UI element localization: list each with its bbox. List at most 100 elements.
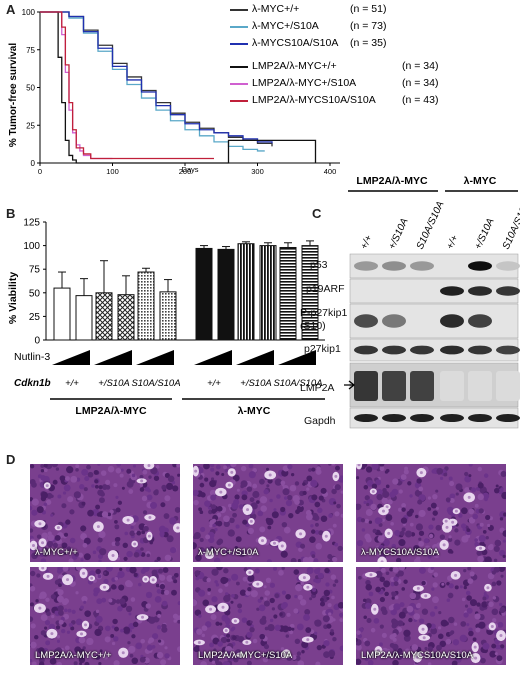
- survival-series-line: [40, 11, 214, 160]
- histology-tile-label: λ-MYCS10A/S10A: [361, 547, 440, 558]
- viability-bar: [259, 245, 277, 341]
- legend-swatch: [230, 9, 248, 11]
- histology-tile-label: λ-MYC+/+: [35, 547, 78, 558]
- blot-band: [496, 345, 520, 355]
- histology-tile: LMP2A/λ-MYC+/S10A: [193, 567, 343, 665]
- legend-count: (n = 34): [402, 60, 439, 72]
- survival-xlabel: Days: [181, 165, 198, 174]
- viability-bar: [217, 248, 235, 341]
- survival-series-line: [40, 11, 265, 152]
- legend-entry: λ-MYC+/+ (n = 51): [230, 2, 520, 17]
- blot-label-p19arf: p19ARF: [306, 283, 345, 295]
- survival-xtick: 300: [251, 167, 264, 175]
- survival-xtick: 0: [38, 167, 42, 175]
- genotype-label: S10A/S10A: [131, 378, 180, 389]
- blot-band: [468, 414, 492, 422]
- histology-tile: λ-MYC+/+: [30, 464, 180, 562]
- viability-bar: [53, 287, 71, 341]
- blot-label-s10: (S10): [300, 320, 326, 332]
- blot-strip: [349, 278, 519, 304]
- genotype-label: S10A/S10A: [273, 378, 322, 389]
- nutlin-dose-wedge: [236, 350, 274, 365]
- legend-entry: LMP2A/λ-MYC+/S10A (n = 34): [230, 76, 520, 91]
- viability-ytick: 75: [29, 265, 41, 276]
- legend-label: LMP2A/λ-MYC+/+: [252, 60, 337, 72]
- blot-band: [410, 345, 434, 355]
- legend-swatch: [230, 83, 248, 85]
- histology-image: [356, 567, 506, 665]
- viability-group-lambda-myc: λ-MYC: [238, 405, 271, 417]
- blot-band: [354, 371, 378, 401]
- legend-swatch: [230, 26, 248, 28]
- blot-band: [496, 371, 520, 401]
- blot-band: [354, 345, 378, 355]
- histology-tile: λ-MYCS10A/S10A: [356, 464, 506, 562]
- panel-letter-b: B: [6, 206, 16, 221]
- blot-lane-label: +/S10A: [473, 216, 497, 251]
- viability-ytick: 25: [29, 312, 41, 323]
- blot-label-p27: p27kip1: [304, 343, 341, 355]
- viability-chart: % Viability 0 25 50 75 100 125 Nutlin-3 Cdkn1…: [7, 218, 325, 417]
- survival-ytick: 0: [31, 159, 36, 168]
- viability-bar: [159, 291, 177, 341]
- legend-entry: λ-MYCS10A/S10A (n = 35): [230, 36, 520, 51]
- viability-ytick: 125: [23, 218, 40, 229]
- blot-band: [496, 414, 520, 422]
- histology-image: [30, 464, 180, 562]
- blot-band: [468, 314, 492, 328]
- viability-bar: [75, 295, 93, 341]
- histology-tile-label: LMP2A/λ-MYC+/S10A: [198, 650, 293, 661]
- viability-bar: [195, 247, 213, 341]
- blot-band: [440, 286, 464, 296]
- blot-lane-label: +/+: [359, 233, 375, 251]
- blot-label-p53: p53: [310, 259, 328, 271]
- survival-xtick: 400: [324, 167, 337, 175]
- nutlin-dose-wedge: [136, 350, 174, 365]
- histology-tile: λ-MYC+/S10A: [193, 464, 343, 562]
- blot-band: [440, 345, 464, 355]
- histology-image: [30, 567, 180, 665]
- blot-band: [468, 345, 492, 355]
- blot-group-lmp2a: LMP2A/λ-MYC: [356, 175, 428, 187]
- nutlin-dose-wedge: [52, 350, 90, 365]
- panel-letter-a: A: [6, 2, 16, 17]
- viability-group-lmp2a: LMP2A/λ-MYC: [75, 405, 147, 417]
- viability-ytick: 100: [23, 241, 40, 252]
- blot-band: [382, 314, 406, 328]
- viability-bar: [301, 245, 319, 341]
- blot-lane-label: S10A/S10A: [501, 199, 520, 251]
- blot-band: [468, 286, 492, 296]
- cdkn1b-label: Cdkn1b: [14, 378, 51, 389]
- survival-series-line: [40, 11, 113, 160]
- blot-label-phospho-p27: P-p27kip1: [300, 307, 348, 319]
- blot-band: [468, 371, 492, 401]
- survival-xtick: 200: [179, 167, 192, 175]
- histology-image: [193, 464, 343, 562]
- legend-count: (n = 51): [350, 3, 387, 15]
- blot-band: [410, 261, 434, 271]
- nutlin-dose-wedge: [194, 350, 232, 365]
- nutlin-dose-wedge: [94, 350, 132, 365]
- viability-bar: [137, 271, 155, 341]
- blot-lane-label: +/S10A: [387, 216, 411, 251]
- nutlin-dose-wedge: [278, 350, 316, 365]
- survival-xtick: 100: [106, 167, 119, 175]
- panel-letter-d: D: [6, 452, 16, 467]
- blot-band: [410, 371, 434, 401]
- histology-tile-label: LMP2A/λ-MYC+/+: [35, 650, 112, 661]
- legend-swatch: [230, 43, 248, 45]
- legend-count: (n = 73): [350, 20, 387, 32]
- viability-bar: [117, 294, 135, 341]
- nutlin-label: Nutlin-3: [14, 351, 50, 363]
- legend-label: λ-MYCS10A/S10A: [252, 37, 339, 49]
- histology-image: [356, 464, 506, 562]
- blot-band: [496, 261, 520, 271]
- histology-image: [193, 567, 343, 665]
- survival-legend: λ-MYC+/+ (n = 51) λ-MYC+/S10A (n = 73) λ-MYC…: [230, 2, 520, 112]
- legend-entry: LMP2A/λ-MYCS10A/S10A (n = 43): [230, 93, 520, 108]
- genotype-label: +/+: [65, 378, 79, 389]
- panel-letter-c: C: [312, 206, 322, 221]
- legend-swatch: [230, 66, 248, 68]
- blot-band: [468, 261, 492, 271]
- genotype-label: +/+: [207, 378, 221, 389]
